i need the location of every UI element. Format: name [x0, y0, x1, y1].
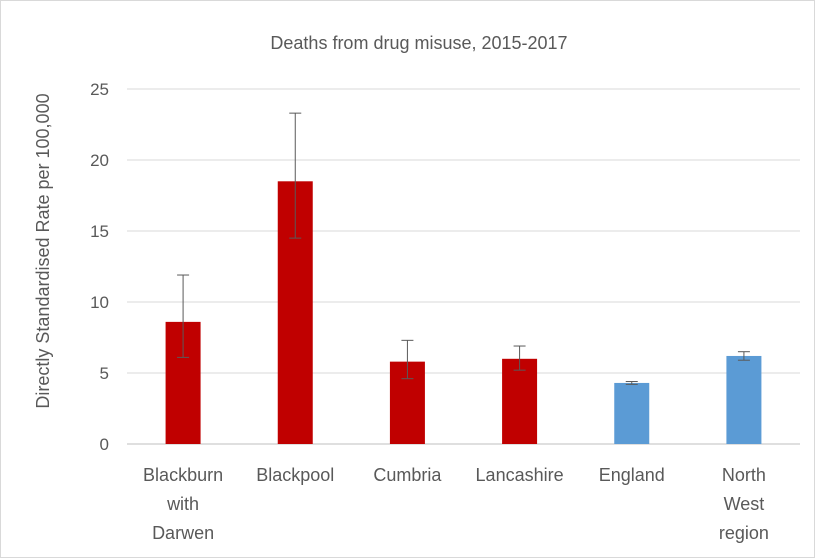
y-tick-label: 0 [100, 435, 109, 454]
y-axis-label: Directly Standardised Rate per 100,000 [33, 93, 53, 408]
error-bars [177, 112, 750, 385]
bar [502, 358, 538, 444]
bars [165, 181, 762, 445]
category-label: Blackpool [256, 465, 334, 485]
category-label: England [599, 465, 665, 485]
y-tick-label: 5 [100, 364, 109, 383]
y-tick-label: 20 [90, 151, 109, 170]
category-label: Cumbria [373, 465, 442, 485]
bar [614, 382, 650, 444]
y-axis-ticks: 0 5 10 15 20 25 [90, 80, 109, 454]
category-label: Lancashire [476, 465, 564, 485]
y-tick-label: 10 [90, 293, 109, 312]
chart-title: Deaths from drug misuse, 2015-2017 [270, 33, 567, 53]
bar [726, 355, 762, 444]
y-tick-label: 25 [90, 80, 109, 99]
gridlines [127, 88, 800, 445]
category-labels: Blackburn with Darwen Blackpool Cumbria Lanca… [143, 465, 769, 543]
category-label: North West region [719, 465, 769, 543]
category-label: Blackburn with Darwen [143, 465, 223, 543]
y-tick-label: 15 [90, 222, 109, 241]
